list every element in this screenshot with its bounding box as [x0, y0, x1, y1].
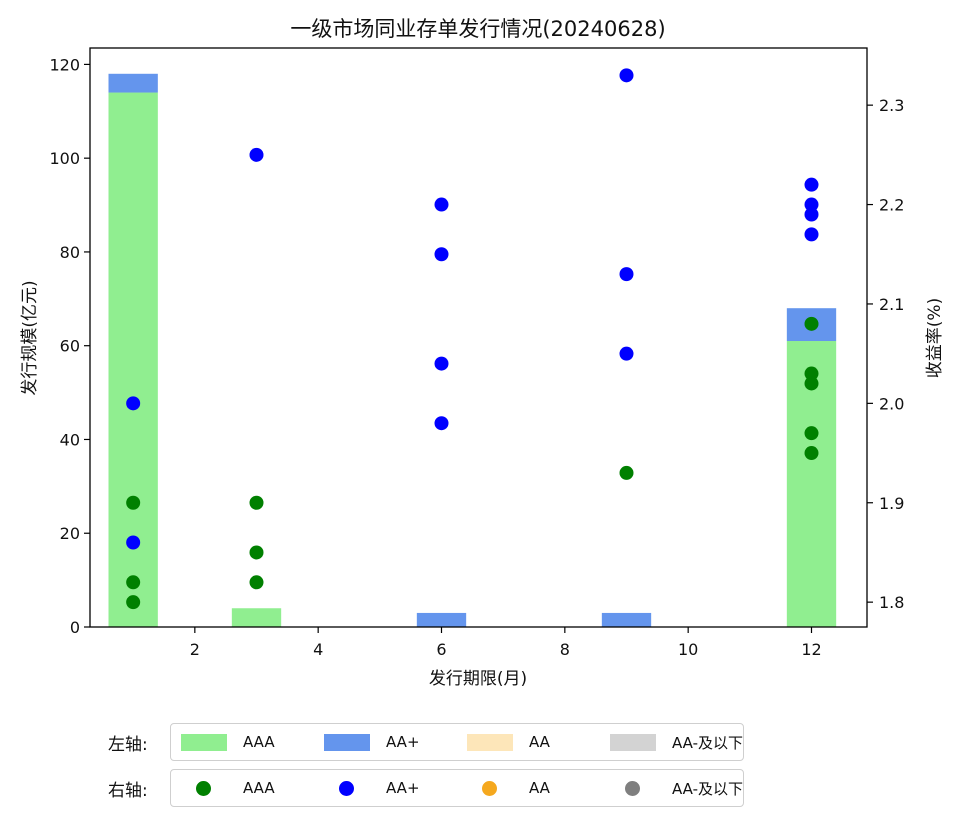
y-axis-right-label: 收益率(%) — [925, 298, 945, 378]
point-aaplus-12 — [804, 197, 819, 212]
point-aaplus-3 — [434, 416, 449, 431]
legend-left-label: 左轴: — [108, 734, 148, 755]
y-right-tick-label: 1.9 — [879, 494, 904, 513]
point-aaa-7 — [804, 446, 819, 461]
legend-item-label: AAA — [243, 733, 275, 751]
y-left-tick-label: 0 — [70, 618, 80, 637]
point-aaplus-7 — [619, 346, 634, 361]
y-right-tick-label: 2.2 — [879, 196, 904, 215]
y-right-tick-label: 2.0 — [879, 394, 904, 413]
legend-item-bar: AA — [457, 733, 600, 751]
bar-aaa-m3 — [231, 608, 282, 627]
point-aaplus-13 — [804, 177, 819, 192]
legend-item-label: AA — [529, 779, 550, 797]
legend-left-axis: 左轴: AAA AA+ AA AA-及以下 — [108, 723, 744, 761]
legend-marker — [625, 780, 640, 796]
point-aaa-2 — [126, 495, 141, 510]
legend-item-label: AA+ — [386, 779, 420, 797]
point-aaplus-0 — [126, 535, 141, 550]
point-aaplus-4 — [434, 356, 449, 371]
y-right-tick-label: 2.3 — [879, 96, 904, 115]
bar-aaplus-m1 — [108, 73, 158, 93]
legend-item-bar: AAA — [171, 733, 314, 751]
y-left-tick-label: 80 — [60, 243, 80, 262]
point-aaa-6 — [619, 465, 634, 480]
y-left-tick-label: 60 — [60, 337, 80, 356]
x-tick-label: 2 — [190, 640, 200, 659]
y-left-tick-label: 40 — [60, 430, 80, 449]
legend-swatch — [610, 733, 656, 751]
point-aaplus-2 — [249, 147, 264, 162]
point-aaa-1 — [126, 575, 141, 590]
legend-marker — [482, 780, 497, 796]
point-aaplus-1 — [126, 396, 141, 411]
chart-canvas: 一级市场同业存单发行情况(20240628) 2 4 6 8 10 12020406080… — [20, 17, 945, 689]
legend-right-axis: 右轴: AAA AA+ AA AA-及以下 — [108, 769, 744, 807]
legend-swatch — [324, 733, 370, 751]
legend-item-marker: AA — [457, 779, 600, 797]
legend-item-marker: AAA — [171, 779, 314, 797]
point-aaplus-11 — [804, 207, 819, 222]
point-aaa-3 — [249, 575, 264, 590]
bar-aaplus-m9 — [601, 612, 652, 627]
legend-item-bar: AA-及以下 — [600, 732, 743, 753]
legend-marker — [196, 780, 211, 796]
legend-swatch — [181, 733, 227, 751]
point-aaplus-6 — [434, 197, 449, 212]
plot-frame — [89, 47, 868, 628]
y-left-tick-label: 100 — [49, 149, 80, 168]
y-axis-left-label: 发行规模(亿元) — [20, 280, 40, 395]
point-aaa-10 — [804, 366, 819, 381]
legend-right-label: 右轴: — [108, 780, 148, 801]
chart-title: 一级市场同业存单发行情况(20240628) — [290, 17, 665, 41]
legend-left-box: AAA AA+ AA AA-及以下 — [170, 723, 744, 761]
legend-right-box: AAA AA+ AA AA-及以下 — [170, 769, 744, 807]
legend-swatch — [467, 733, 513, 751]
point-aaa-8 — [804, 426, 819, 441]
point-aaplus-5 — [434, 247, 449, 262]
y-left-tick-label: 120 — [49, 55, 80, 74]
legend-marker — [339, 780, 354, 796]
plot-area: 2 4 6 8 10 120204060801001201.81.92.02.12.22.… — [49, 55, 904, 659]
legend-item-marker: AA-及以下 — [600, 778, 743, 799]
point-aaa-4 — [249, 545, 264, 560]
point-aaa-0 — [126, 595, 141, 610]
x-tick-label: 6 — [436, 640, 446, 659]
bar-aaplus-m6 — [416, 612, 467, 627]
y-left-tick-label: 20 — [60, 524, 80, 543]
x-tick-label: 12 — [801, 640, 821, 659]
x-tick-label: 4 — [313, 640, 323, 659]
legend-item-label: AA-及以下 — [671, 733, 743, 752]
legend-item-marker: AA+ — [314, 779, 457, 797]
x-axis-label: 发行期限(月) — [429, 669, 527, 689]
point-aaa-11 — [804, 316, 819, 331]
legend-item-label: AA — [529, 733, 550, 751]
legend-item-label: AA-及以下 — [671, 779, 743, 798]
legend-item-label: AAA — [243, 779, 275, 797]
y-right-tick-label: 1.8 — [879, 593, 904, 612]
legend-item-bar: AA+ — [314, 733, 457, 751]
point-aaa-5 — [249, 495, 264, 510]
point-aaplus-10 — [804, 227, 819, 242]
legend-item-label: AA+ — [386, 733, 420, 751]
y-right-tick-label: 2.1 — [879, 295, 904, 314]
x-tick-label: 10 — [678, 640, 698, 659]
point-aaa-9 — [804, 376, 819, 391]
x-tick-label: 8 — [560, 640, 570, 659]
point-aaplus-9 — [619, 68, 634, 83]
point-aaplus-8 — [619, 267, 634, 282]
